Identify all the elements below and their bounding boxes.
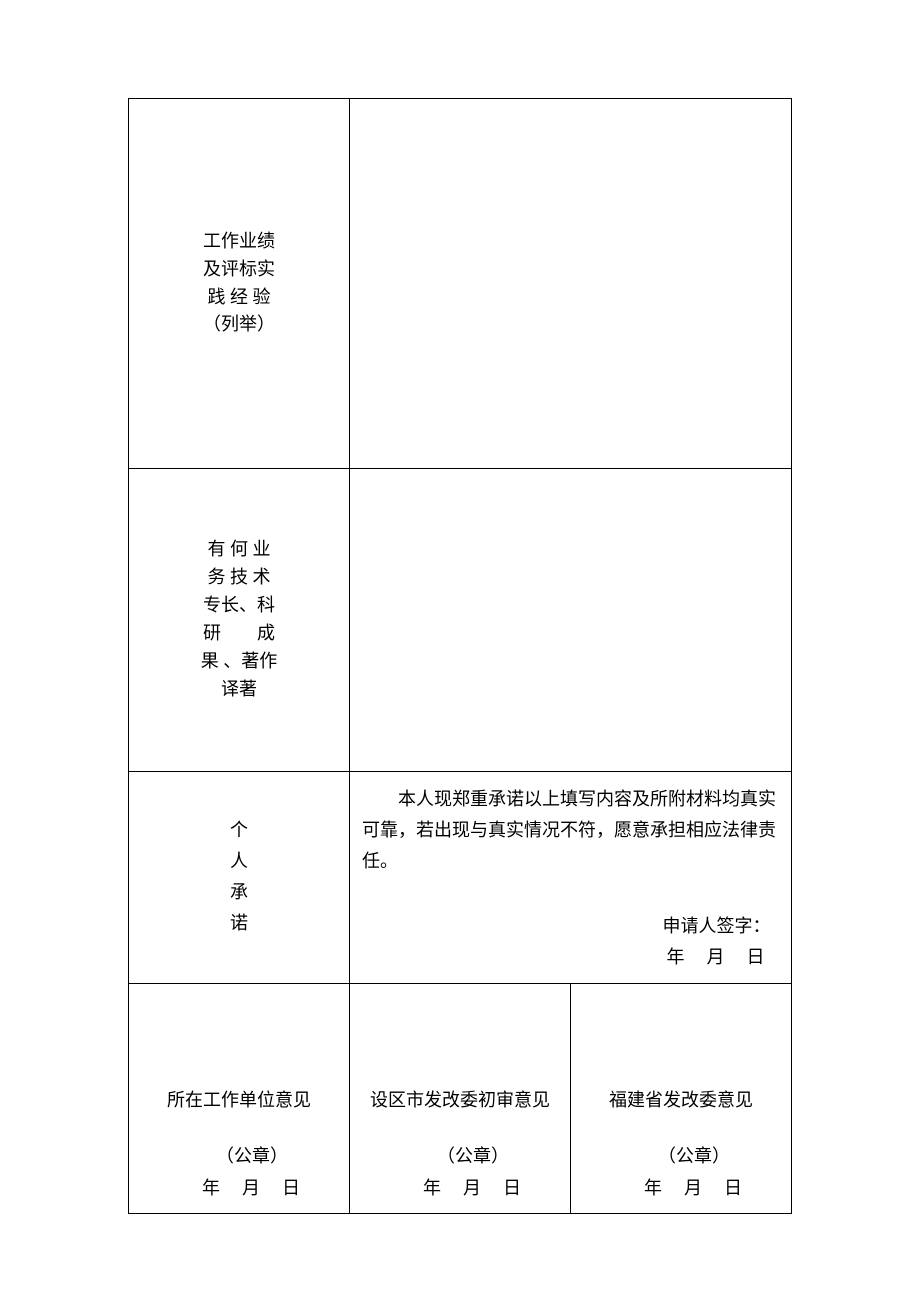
label-line: 务 技 术	[208, 567, 271, 587]
commitment-text: 本人现郑重承诺以上填写内容及所附材料均真实可靠，若出现与真实情况不符，愿意承担相…	[362, 784, 781, 877]
label-char: 人	[137, 846, 341, 877]
application-form-table: 工作业绩 及评标实 践 经 验 （列举） 有 何 业 务 技 术 专长、科 研 …	[128, 98, 792, 1214]
row-commitment: 个 人 承 诺 本人现郑重承诺以上填写内容及所附材料均真实可靠，若出现与真实情况…	[129, 772, 792, 984]
label-char: 承	[137, 877, 341, 908]
row-opinions: 所在工作单位意见 （公章） 年 月 日 设区市发改委初审意见 （公章） 年 月 …	[129, 983, 792, 1213]
label-line: 专长、科	[203, 595, 275, 615]
label-skills: 有 何 业 务 技 术 专长、科 研 成 果 、著作 译著	[129, 469, 350, 772]
label-char: 诺	[137, 908, 341, 939]
label-line: 及评标实	[203, 259, 275, 279]
seal-date: 年 月 日	[571, 1172, 791, 1204]
signature-block: 申请人签字： 年 月 日	[652, 911, 781, 973]
field-commitment: 本人现郑重承诺以上填写内容及所附材料均真实可靠，若出现与真实情况不符，愿意承担相…	[350, 772, 792, 984]
row-skills: 有 何 业 务 技 术 专长、科 研 成 果 、著作 译著	[129, 469, 792, 772]
label-char: 个	[137, 815, 341, 846]
label-line: 译著	[221, 679, 257, 699]
label-line: 果 、著作	[201, 651, 278, 671]
opinion-province: 福建省发改委意见 （公章） 年 月 日	[571, 983, 792, 1213]
row-work-experience: 工作业绩 及评标实 践 经 验 （列举）	[129, 99, 792, 469]
label-line: 工作业绩	[203, 231, 275, 251]
seal-date: 年 月 日	[350, 1172, 570, 1204]
field-work-experience[interactable]	[350, 99, 792, 469]
label-line: 有 何 业	[208, 539, 271, 559]
seal-label: （公章）	[350, 1140, 570, 1172]
label-line: （列举）	[203, 314, 275, 334]
opinion-city: 设区市发改委初审意见 （公章） 年 月 日	[350, 983, 571, 1213]
opinion-title: 福建省发改委意见	[571, 1080, 791, 1116]
signature-date: 年 月 日	[652, 942, 781, 973]
opinion-workplace: 所在工作单位意见 （公章） 年 月 日	[129, 983, 350, 1213]
seal-label: （公章）	[129, 1140, 349, 1172]
signature-label: 申请人签字：	[652, 911, 781, 942]
opinion-title: 所在工作单位意见	[129, 1080, 349, 1116]
label-line: 践 经 验	[208, 287, 271, 307]
label-work-experience: 工作业绩 及评标实 践 经 验 （列举）	[129, 99, 350, 469]
seal-date: 年 月 日	[129, 1172, 349, 1204]
seal-label: （公章）	[571, 1140, 791, 1172]
opinion-title: 设区市发改委初审意见	[350, 1080, 570, 1116]
label-line: 研 成	[203, 623, 275, 643]
label-commitment: 个 人 承 诺	[129, 772, 350, 984]
field-skills[interactable]	[350, 469, 792, 772]
